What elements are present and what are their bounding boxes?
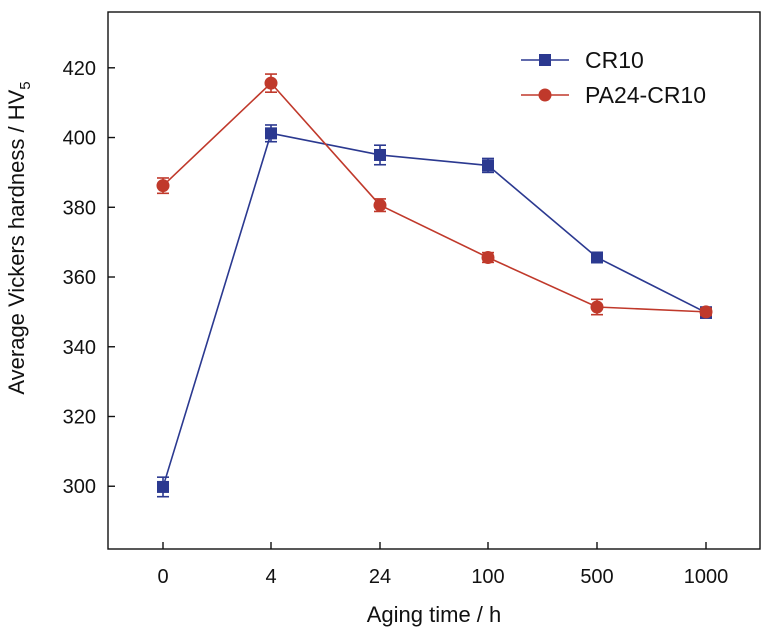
y-tick-label: 420 (63, 58, 96, 80)
x-axis: 0 4 24 100 500 1000 (157, 542, 728, 588)
x-tick-label: 100 (471, 566, 504, 588)
x-tick-label: 0 (157, 566, 168, 588)
plot-border (107, 11, 761, 550)
x-tick-label: 24 (369, 566, 391, 588)
data-point (481, 250, 495, 264)
data-point (482, 159, 494, 172)
y-tick-label: 380 (63, 197, 96, 219)
x-tick-label: 4 (265, 566, 276, 588)
y-tick-label: 300 (63, 476, 96, 498)
y-axis-label: Average Vickers hardness / HV5 (4, 81, 34, 394)
data-point (264, 76, 278, 90)
series-line (162, 132, 707, 488)
y-axis: 300 320 340 360 380 400 420 (63, 58, 115, 498)
series-cr10 (157, 124, 712, 498)
data-point (157, 480, 169, 493)
data-point (265, 127, 277, 140)
series-pa24-cr10 (156, 73, 713, 319)
legend-marker (539, 54, 551, 66)
x-tick-label: 1000 (684, 566, 729, 588)
data-point (156, 179, 170, 193)
plot-frame (107, 11, 761, 550)
series-line (162, 81, 707, 313)
data-point (373, 198, 387, 212)
y-tick-label: 320 (63, 406, 96, 428)
legend-label: CR10 (585, 47, 644, 73)
data-point (374, 148, 386, 161)
series-layer (156, 73, 713, 498)
legend-marker (538, 88, 552, 102)
legend: CR10 PA24-CR10 (521, 47, 706, 108)
legend-item-cr10: CR10 (521, 47, 644, 73)
legend-item-pa24-cr10: PA24-CR10 (521, 82, 706, 108)
x-axis-label: Aging time / h (367, 602, 502, 627)
data-point (591, 251, 603, 264)
x-tick-label: 500 (580, 566, 613, 588)
y-tick-label: 340 (63, 337, 96, 359)
data-point (590, 300, 604, 314)
legend-label: PA24-CR10 (585, 82, 706, 108)
data-point (699, 305, 713, 319)
y-tick-label: 360 (63, 267, 96, 289)
y-tick-label: 400 (63, 128, 96, 150)
